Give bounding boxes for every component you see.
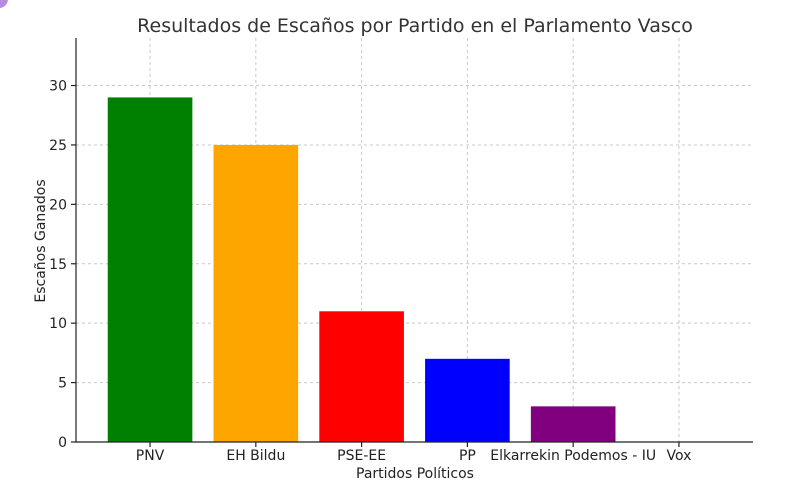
- chart-title: Resultados de Escaños por Partido en el …: [137, 15, 693, 37]
- y-ticks: 0 5 10 15 20 25 30: [49, 79, 76, 451]
- bar-pse-ee: [319, 311, 404, 442]
- bar-pnv: [107, 97, 193, 442]
- bar-pp: [425, 358, 510, 442]
- y-tick-label: 15: [49, 257, 67, 273]
- y-tick-label: 5: [58, 376, 67, 392]
- y-tick-label: 0: [58, 435, 67, 451]
- x-tick-label: PSE-EE: [337, 448, 386, 464]
- x-tick-label: Elkarrekin Podemos - IU: [490, 448, 656, 464]
- y-tick-label: 10: [49, 316, 67, 332]
- y-tick-label: 25: [49, 138, 67, 154]
- y-tick-label: 30: [49, 79, 67, 95]
- x-tick-label: PNV: [136, 448, 165, 464]
- x-tick-label: Vox: [666, 448, 691, 464]
- bar-eh-bildu: [213, 144, 299, 443]
- bars: [107, 97, 616, 443]
- y-tick-label: 20: [49, 197, 67, 213]
- x-axis-label: Partidos Políticos: [356, 466, 474, 482]
- corner-decoration: [0, 0, 8, 8]
- y-axis-label: Escaños Ganados: [33, 179, 49, 302]
- x-tick-label: PP: [459, 448, 476, 464]
- bar-elkarrekin-podemos-iu: [530, 406, 616, 442]
- x-tick-label: EH Bildu: [226, 448, 285, 464]
- x-ticks: PNV EH Bildu PSE-EE PP Elkarrekin Podemos - …: [136, 442, 691, 464]
